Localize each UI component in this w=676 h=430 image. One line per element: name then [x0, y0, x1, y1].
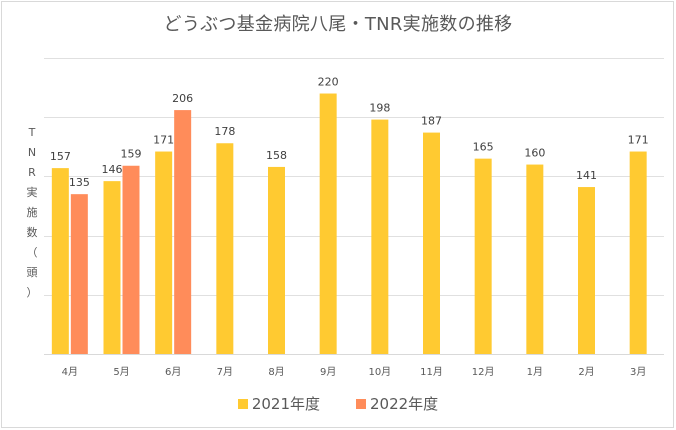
data-label: 141	[576, 169, 597, 182]
y-axis-label-char: 頭	[26, 266, 38, 279]
data-label: 165	[473, 141, 494, 154]
x-tick-label: 10月	[368, 366, 391, 378]
bar-2021年度	[268, 166, 285, 354]
data-label: 220	[318, 76, 339, 89]
x-tick-label: 3月	[630, 366, 646, 378]
y-axis-label-char: 施	[26, 206, 38, 219]
y-axis-label: T N R 実施数 （ 頭 ）	[22, 123, 42, 303]
x-tick-label: 6月	[165, 366, 181, 378]
bar-2021年度	[578, 187, 595, 354]
bar-2022年度	[174, 110, 192, 354]
data-label: 198	[369, 102, 390, 115]
y-axis-label-char: R	[28, 166, 36, 179]
data-label: 206	[172, 92, 193, 105]
legend-label: 2022年度	[370, 395, 439, 413]
legend-item: 2021年度	[237, 393, 320, 414]
data-label: 160	[524, 147, 545, 160]
bar-2021年度	[51, 168, 69, 354]
y-axis-label-char: （	[26, 246, 38, 259]
bar-2021年度	[474, 158, 492, 354]
x-tick-label: 4月	[62, 366, 78, 378]
bar-2021年度	[371, 119, 389, 355]
y-axis-label-char: N	[27, 146, 37, 159]
legend: 2021年度 2022年度	[0, 393, 676, 414]
x-tick-label: 11月	[420, 366, 443, 378]
bar-2021年度	[216, 143, 234, 354]
x-tick-label: 2月	[578, 366, 594, 378]
x-tick-label: 5月	[113, 366, 129, 378]
x-tick-label: 9月	[320, 366, 336, 378]
bar-2021年度	[103, 181, 121, 354]
chart-title: どうぶつ基金病院八尾・TNR実施数の推移	[163, 14, 513, 35]
legend-label: 2021年度	[251, 395, 320, 413]
bar-2021年度	[319, 93, 337, 355]
bar-2022年度	[122, 165, 140, 354]
bar-2022年度	[70, 194, 88, 354]
x-tick-label: 12月	[472, 366, 495, 378]
data-label: 178	[214, 125, 235, 138]
legend-swatch	[356, 398, 366, 409]
data-label: 158	[266, 149, 287, 162]
data-label: 171	[628, 134, 649, 147]
y-axis-label-char: 数	[26, 226, 38, 239]
x-tick-label: 1月	[527, 366, 543, 378]
data-label: 159	[121, 148, 142, 161]
x-tick-label: 7月	[217, 366, 233, 378]
data-label: 171	[153, 134, 174, 147]
bar-2021年度	[423, 132, 440, 354]
y-axis-label-char: ）	[26, 286, 38, 299]
bar-2021年度	[155, 151, 173, 354]
y-axis-label-char: 実	[26, 186, 38, 199]
data-label: 157	[50, 150, 71, 163]
data-label: 146	[102, 163, 123, 176]
data-label: 135	[69, 176, 90, 189]
x-tick-label: 8月	[268, 366, 284, 378]
bar-2021年度	[629, 151, 647, 354]
legend-item: 2022年度	[356, 393, 438, 414]
y-axis-label-char: T	[28, 126, 36, 139]
data-label: 187	[421, 115, 442, 128]
legend-swatch	[237, 398, 248, 409]
bar-2021年度	[526, 164, 544, 354]
